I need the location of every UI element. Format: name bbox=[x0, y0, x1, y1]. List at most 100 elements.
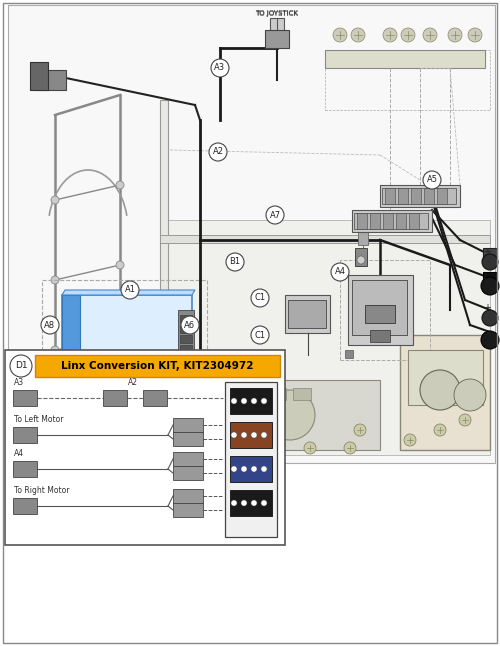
Circle shape bbox=[226, 253, 244, 271]
Bar bbox=[155, 372, 169, 390]
Text: D1: D1 bbox=[14, 362, 28, 371]
Text: TO JOYSTICK: TO JOYSTICK bbox=[256, 11, 298, 17]
Bar bbox=[13, 498, 37, 514]
Bar bbox=[483, 248, 497, 262]
Circle shape bbox=[459, 414, 471, 426]
Bar bbox=[160, 100, 168, 440]
Text: -: - bbox=[483, 273, 486, 283]
Bar bbox=[265, 30, 289, 48]
Text: C1: C1 bbox=[254, 293, 266, 302]
Bar bbox=[180, 325, 192, 333]
Circle shape bbox=[265, 390, 315, 440]
Text: B1: B1 bbox=[230, 258, 240, 267]
Circle shape bbox=[333, 28, 347, 42]
Circle shape bbox=[209, 143, 227, 161]
Bar bbox=[293, 388, 311, 400]
Bar bbox=[352, 210, 432, 232]
Circle shape bbox=[231, 500, 237, 506]
Circle shape bbox=[251, 500, 257, 506]
Circle shape bbox=[116, 181, 124, 189]
Bar bbox=[225, 382, 277, 537]
Bar bbox=[173, 418, 203, 432]
Bar bbox=[42, 415, 70, 440]
Bar bbox=[173, 503, 203, 517]
Text: A8: A8 bbox=[44, 320, 56, 329]
Bar bbox=[36, 70, 66, 90]
Bar bbox=[370, 213, 380, 229]
Circle shape bbox=[404, 434, 416, 446]
Bar bbox=[357, 213, 367, 229]
Bar bbox=[370, 330, 390, 342]
Circle shape bbox=[354, 424, 366, 436]
Bar bbox=[30, 62, 48, 90]
Circle shape bbox=[224, 442, 236, 454]
Circle shape bbox=[241, 466, 247, 472]
Text: TO JOYSTICK: TO JOYSTICK bbox=[256, 10, 298, 16]
Bar bbox=[352, 280, 407, 335]
Bar bbox=[325, 50, 490, 110]
Bar bbox=[13, 427, 37, 443]
Circle shape bbox=[331, 263, 349, 281]
Circle shape bbox=[51, 346, 59, 354]
Circle shape bbox=[179, 424, 191, 436]
Bar bbox=[5, 350, 285, 545]
Bar bbox=[230, 388, 272, 414]
Bar bbox=[409, 213, 419, 229]
Bar bbox=[408, 350, 483, 405]
Circle shape bbox=[468, 28, 482, 42]
Circle shape bbox=[481, 331, 499, 349]
Circle shape bbox=[434, 424, 446, 436]
Bar bbox=[383, 213, 393, 229]
Circle shape bbox=[423, 171, 441, 189]
Circle shape bbox=[116, 336, 124, 344]
Circle shape bbox=[179, 442, 191, 454]
Circle shape bbox=[116, 261, 124, 269]
Text: To Left Motor: To Left Motor bbox=[14, 415, 64, 424]
Bar bbox=[173, 452, 203, 466]
Bar bbox=[340, 260, 430, 360]
Bar bbox=[173, 489, 203, 503]
Circle shape bbox=[121, 281, 139, 299]
Bar bbox=[218, 388, 236, 400]
Bar bbox=[180, 355, 192, 363]
Bar bbox=[268, 388, 286, 400]
Circle shape bbox=[251, 326, 269, 344]
Polygon shape bbox=[62, 290, 195, 295]
Bar bbox=[358, 225, 368, 245]
Text: A2: A2 bbox=[128, 378, 138, 387]
Circle shape bbox=[241, 500, 247, 506]
Bar bbox=[230, 456, 272, 482]
Circle shape bbox=[264, 442, 276, 454]
Text: To Right Motor: To Right Motor bbox=[14, 486, 70, 495]
Circle shape bbox=[41, 316, 59, 334]
Text: Linx Conversion KIT, KIT2304972: Linx Conversion KIT, KIT2304972 bbox=[61, 361, 254, 371]
Bar bbox=[385, 188, 395, 204]
Circle shape bbox=[241, 398, 247, 404]
Text: A3: A3 bbox=[214, 63, 226, 72]
Circle shape bbox=[251, 466, 257, 472]
Text: A4: A4 bbox=[334, 267, 345, 276]
Bar bbox=[230, 490, 272, 516]
Bar bbox=[354, 213, 428, 229]
Bar bbox=[411, 188, 421, 204]
Circle shape bbox=[482, 310, 498, 326]
Circle shape bbox=[251, 432, 257, 438]
Circle shape bbox=[241, 432, 247, 438]
Circle shape bbox=[51, 196, 59, 204]
Bar bbox=[345, 350, 353, 358]
Text: +: + bbox=[483, 303, 491, 313]
Bar bbox=[325, 50, 485, 68]
Circle shape bbox=[231, 466, 237, 472]
Bar bbox=[125, 372, 147, 394]
Circle shape bbox=[251, 289, 269, 307]
Bar bbox=[42, 280, 207, 390]
Circle shape bbox=[304, 442, 316, 454]
Bar bbox=[88, 372, 116, 394]
Circle shape bbox=[51, 276, 59, 284]
Text: A5: A5 bbox=[426, 176, 438, 185]
Bar bbox=[348, 275, 413, 345]
Circle shape bbox=[401, 28, 415, 42]
Bar bbox=[173, 466, 203, 480]
Text: +: + bbox=[483, 247, 491, 257]
Bar bbox=[178, 310, 194, 365]
